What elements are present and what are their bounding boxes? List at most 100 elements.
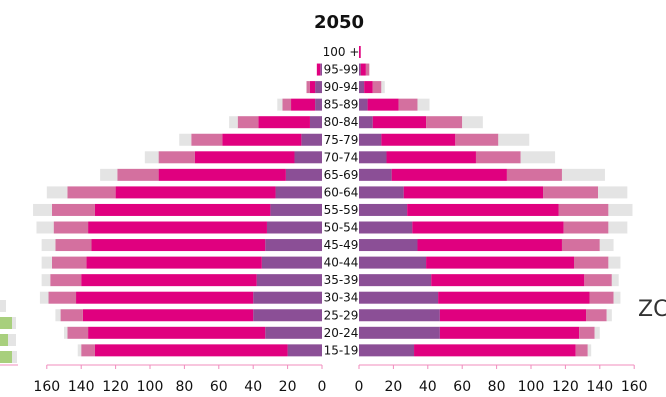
right-bar-outer-4 (426, 116, 463, 129)
age-label: 60-64 (324, 185, 359, 199)
left-bar-inner-2 (315, 81, 322, 94)
age-label: 20-24 (324, 326, 359, 340)
age-label: 25-29 (324, 308, 359, 322)
left-bar-main-14 (76, 291, 254, 304)
left-bar-main-6 (194, 151, 295, 164)
right-bar-main-13 (431, 274, 585, 287)
left-tick-label: 80 (175, 379, 193, 395)
right-bar-main-8 (403, 186, 544, 199)
left-bar-outer-11 (55, 239, 92, 252)
right-bar-inner-6 (359, 151, 387, 164)
neighbor-bar-fragment (0, 334, 8, 346)
left-bar-outermost-9 (33, 203, 52, 216)
right-bar-outer-3 (398, 98, 418, 111)
left-bar-outermost-16 (64, 326, 68, 339)
left-bar-main-9 (94, 203, 271, 216)
right-bar-outermost-15 (606, 309, 612, 322)
left-bar-outer-7 (117, 168, 159, 181)
left-bar-outermost-4 (229, 116, 238, 129)
age-label: 30-34 (324, 291, 359, 305)
right-bar-main-5 (381, 133, 456, 146)
right-tick-label: 120 (552, 379, 579, 395)
neighbor-bar-fragment (0, 300, 6, 312)
left-bar-main-17 (94, 344, 288, 357)
left-bar-outer-2 (306, 81, 310, 94)
left-bar-outermost-6 (144, 151, 159, 164)
right-bar-inner-1 (359, 63, 361, 76)
left-tick-label: 140 (68, 379, 95, 395)
age-label: 90-94 (324, 80, 359, 94)
age-label: 50-54 (324, 221, 359, 235)
right-tick-label: 40 (419, 379, 437, 395)
right-bar-inner-17 (359, 344, 415, 357)
right-bar-outer-8 (543, 186, 599, 199)
left-bar-main-11 (91, 239, 266, 252)
right-bar-outermost-16 (594, 326, 600, 339)
left-bar-main-2 (309, 81, 316, 94)
right-bar-main-10 (412, 221, 564, 234)
right-bar-outer-6 (475, 151, 521, 164)
left-bar-outermost-5 (179, 133, 192, 146)
neighbor-bar-fragment (0, 351, 12, 363)
left-bar-inner-5 (301, 133, 322, 146)
age-label: 15-19 (324, 343, 359, 357)
age-label: 95-99 (324, 63, 359, 77)
right-bar-main-3 (367, 98, 399, 111)
right-bar-inner-15 (359, 309, 440, 322)
left-bar-outer-6 (158, 151, 195, 164)
left-bar-main-13 (81, 274, 257, 287)
left-bar-outermost-7 (100, 168, 118, 181)
right-bar-inner-10 (359, 221, 413, 234)
left-bar-outer-13 (50, 274, 82, 287)
left-bar-outermost-12 (41, 256, 52, 269)
right-bar-main-9 (407, 203, 559, 216)
right-bar-main-7 (391, 168, 507, 181)
left-tick-label: 120 (102, 379, 129, 395)
left-bar-outer-15 (60, 309, 83, 322)
left-bar-main-16 (88, 326, 266, 339)
left-tick-label: 20 (279, 379, 297, 395)
right-tick-label: 60 (453, 379, 471, 395)
right-tick-label: 100 (518, 379, 545, 395)
cutoff-label: ZC (638, 297, 666, 322)
age-label: 80-84 (324, 115, 359, 129)
left-bar-inner-4 (309, 116, 322, 129)
left-bar-main-7 (158, 168, 286, 181)
neighbor-bar-fragment (12, 317, 16, 329)
right-bar-inner-2 (359, 81, 365, 94)
age-label: 65-69 (324, 168, 359, 182)
left-bar-outer-16 (67, 326, 89, 339)
left-bar-inner-16 (265, 326, 322, 339)
left-bar-outermost-17 (77, 344, 82, 357)
right-bar-inner-14 (359, 291, 439, 304)
right-bar-inner-11 (359, 239, 418, 252)
age-group-labels: 100 + 95-99 90-94 85-89 80-84 75-79 70-74 65-69… (323, 45, 360, 357)
left-bar-outer-12 (51, 256, 87, 269)
right-bar-inner-13 (359, 274, 432, 287)
right-bar-outer-17 (575, 344, 588, 357)
x-axes: 160 140 120 100 80 60 40 20 0 0 20 40 60 80 100 120 140 1… (33, 364, 648, 395)
left-bar-inner-11 (265, 239, 322, 252)
left-bar-inner-9 (270, 203, 322, 216)
right-bar-outermost-3 (417, 98, 430, 111)
left-bar-outermost-13 (41, 274, 51, 287)
age-label: 45-49 (324, 238, 359, 252)
right-bar-outer-9 (558, 203, 609, 216)
left-bar-inner-10 (266, 221, 322, 234)
right-bar-outer-12 (574, 256, 609, 269)
right-bar-outermost-2 (381, 81, 385, 94)
age-label: 35-39 (324, 273, 359, 287)
left-bar-main-15 (82, 309, 254, 322)
left-bar-inner-12 (261, 256, 322, 269)
right-bar-outer-1 (365, 63, 370, 76)
right-bar-inner-4 (359, 116, 373, 129)
left-bar-main-12 (86, 256, 262, 269)
neighbor-chart-edge: ZC (0, 297, 666, 366)
left-bar-outer-9 (51, 203, 95, 216)
right-bar-outermost-5 (498, 133, 530, 146)
right-bar-inner-3 (359, 98, 368, 111)
left-bar-outermost-3 (277, 98, 283, 111)
right-bar-outer-14 (589, 291, 614, 304)
left-bar-outermost-11 (41, 239, 56, 252)
